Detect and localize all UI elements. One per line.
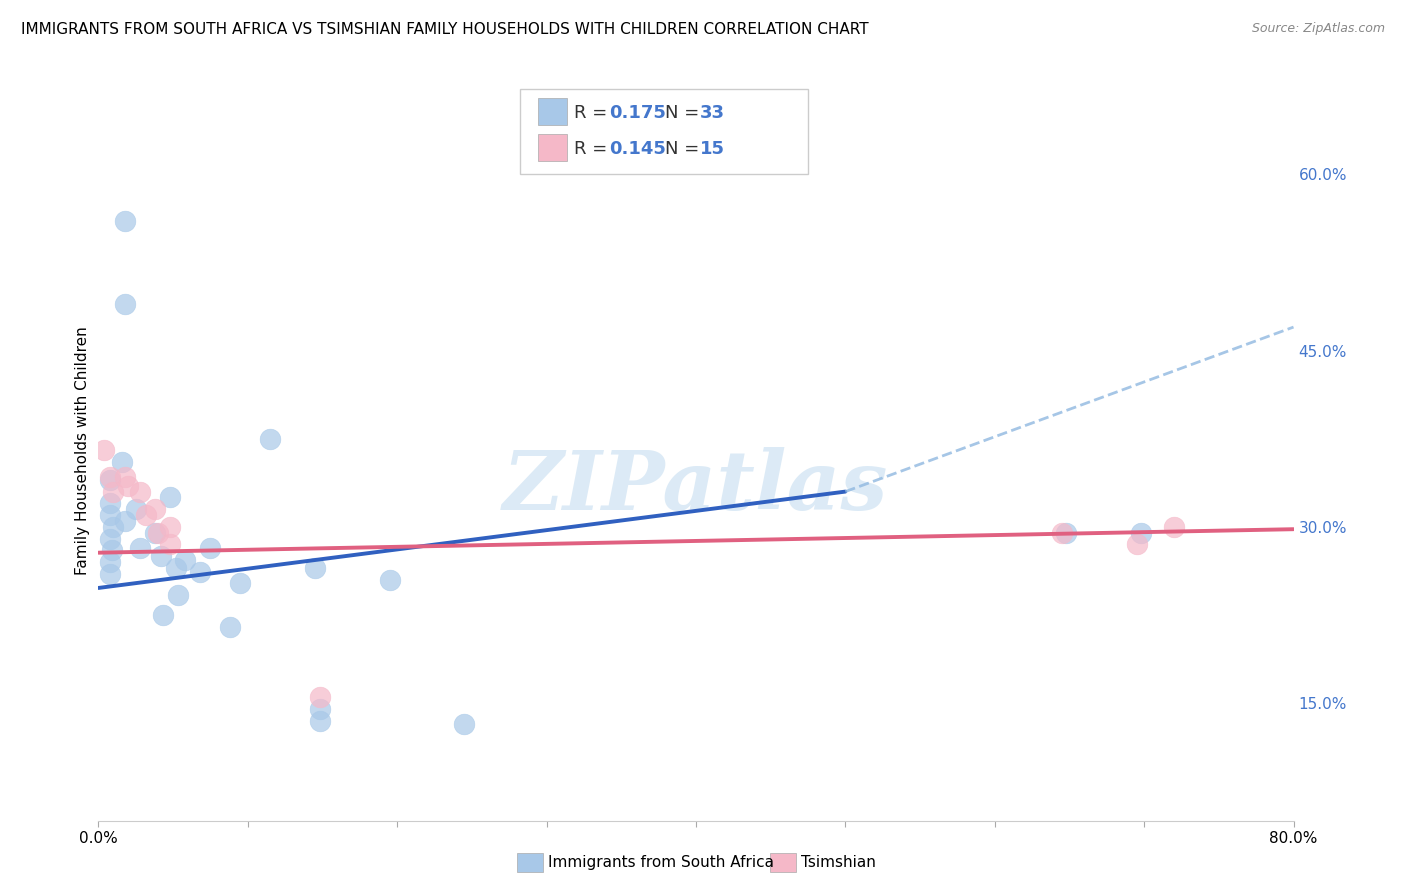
Point [165, 561, 187, 575]
Point [159, 520, 181, 534]
Text: R =: R = [574, 104, 613, 122]
Text: Immigrants from South Africa: Immigrants from South Africa [548, 855, 775, 870]
Point [117, 479, 139, 493]
Point [98, 508, 122, 522]
Point [98, 566, 122, 581]
Text: 0.175: 0.175 [609, 104, 665, 122]
Text: ZIPatlas: ZIPatlas [503, 448, 889, 527]
Point [114, 214, 136, 228]
Point [114, 514, 136, 528]
Text: IMMIGRANTS FROM SOUTH AFRICA VS TSIMSHIAN FAMILY HOUSEHOLDS WITH CHILDREN CORREL: IMMIGRANTS FROM SOUTH AFRICA VS TSIMSHIA… [21, 22, 869, 37]
Point [159, 491, 181, 505]
Point [135, 508, 157, 522]
Text: N =: N = [665, 140, 704, 158]
Point [229, 576, 252, 591]
Point [152, 607, 174, 622]
Text: R =: R = [574, 140, 613, 158]
Point [166, 588, 188, 602]
Point [308, 714, 330, 728]
Point [1056, 525, 1078, 540]
Point [453, 717, 475, 731]
Point [1125, 537, 1147, 551]
Point [308, 702, 330, 716]
Point [150, 549, 173, 564]
Point [148, 525, 170, 540]
Point [1163, 520, 1185, 534]
Point [111, 455, 134, 469]
Point [219, 620, 242, 634]
Point [174, 553, 197, 567]
Point [98, 470, 122, 484]
Text: Tsimshian: Tsimshian [801, 855, 876, 870]
Point [101, 543, 124, 558]
Point [159, 537, 181, 551]
Point [143, 525, 166, 540]
Point [103, 484, 125, 499]
Y-axis label: Family Households with Children: Family Households with Children [75, 326, 90, 574]
Point [114, 470, 136, 484]
Point [259, 432, 281, 446]
Point [103, 520, 125, 534]
Point [129, 541, 152, 555]
Text: Source: ZipAtlas.com: Source: ZipAtlas.com [1251, 22, 1385, 36]
Point [93, 443, 115, 458]
Text: 0.145: 0.145 [609, 140, 665, 158]
Point [200, 541, 222, 555]
Point [114, 296, 136, 310]
Point [304, 561, 326, 575]
Point [98, 473, 122, 487]
Point [125, 502, 148, 516]
Point [1130, 525, 1153, 540]
Point [308, 690, 330, 705]
Point [378, 573, 401, 587]
Point [98, 496, 122, 510]
Point [1050, 525, 1073, 540]
Text: 33: 33 [700, 104, 725, 122]
Text: N =: N = [665, 104, 704, 122]
Point [98, 555, 122, 569]
Point [143, 502, 166, 516]
Point [188, 565, 211, 579]
Point [129, 484, 152, 499]
Point [98, 532, 122, 546]
Text: 15: 15 [700, 140, 725, 158]
